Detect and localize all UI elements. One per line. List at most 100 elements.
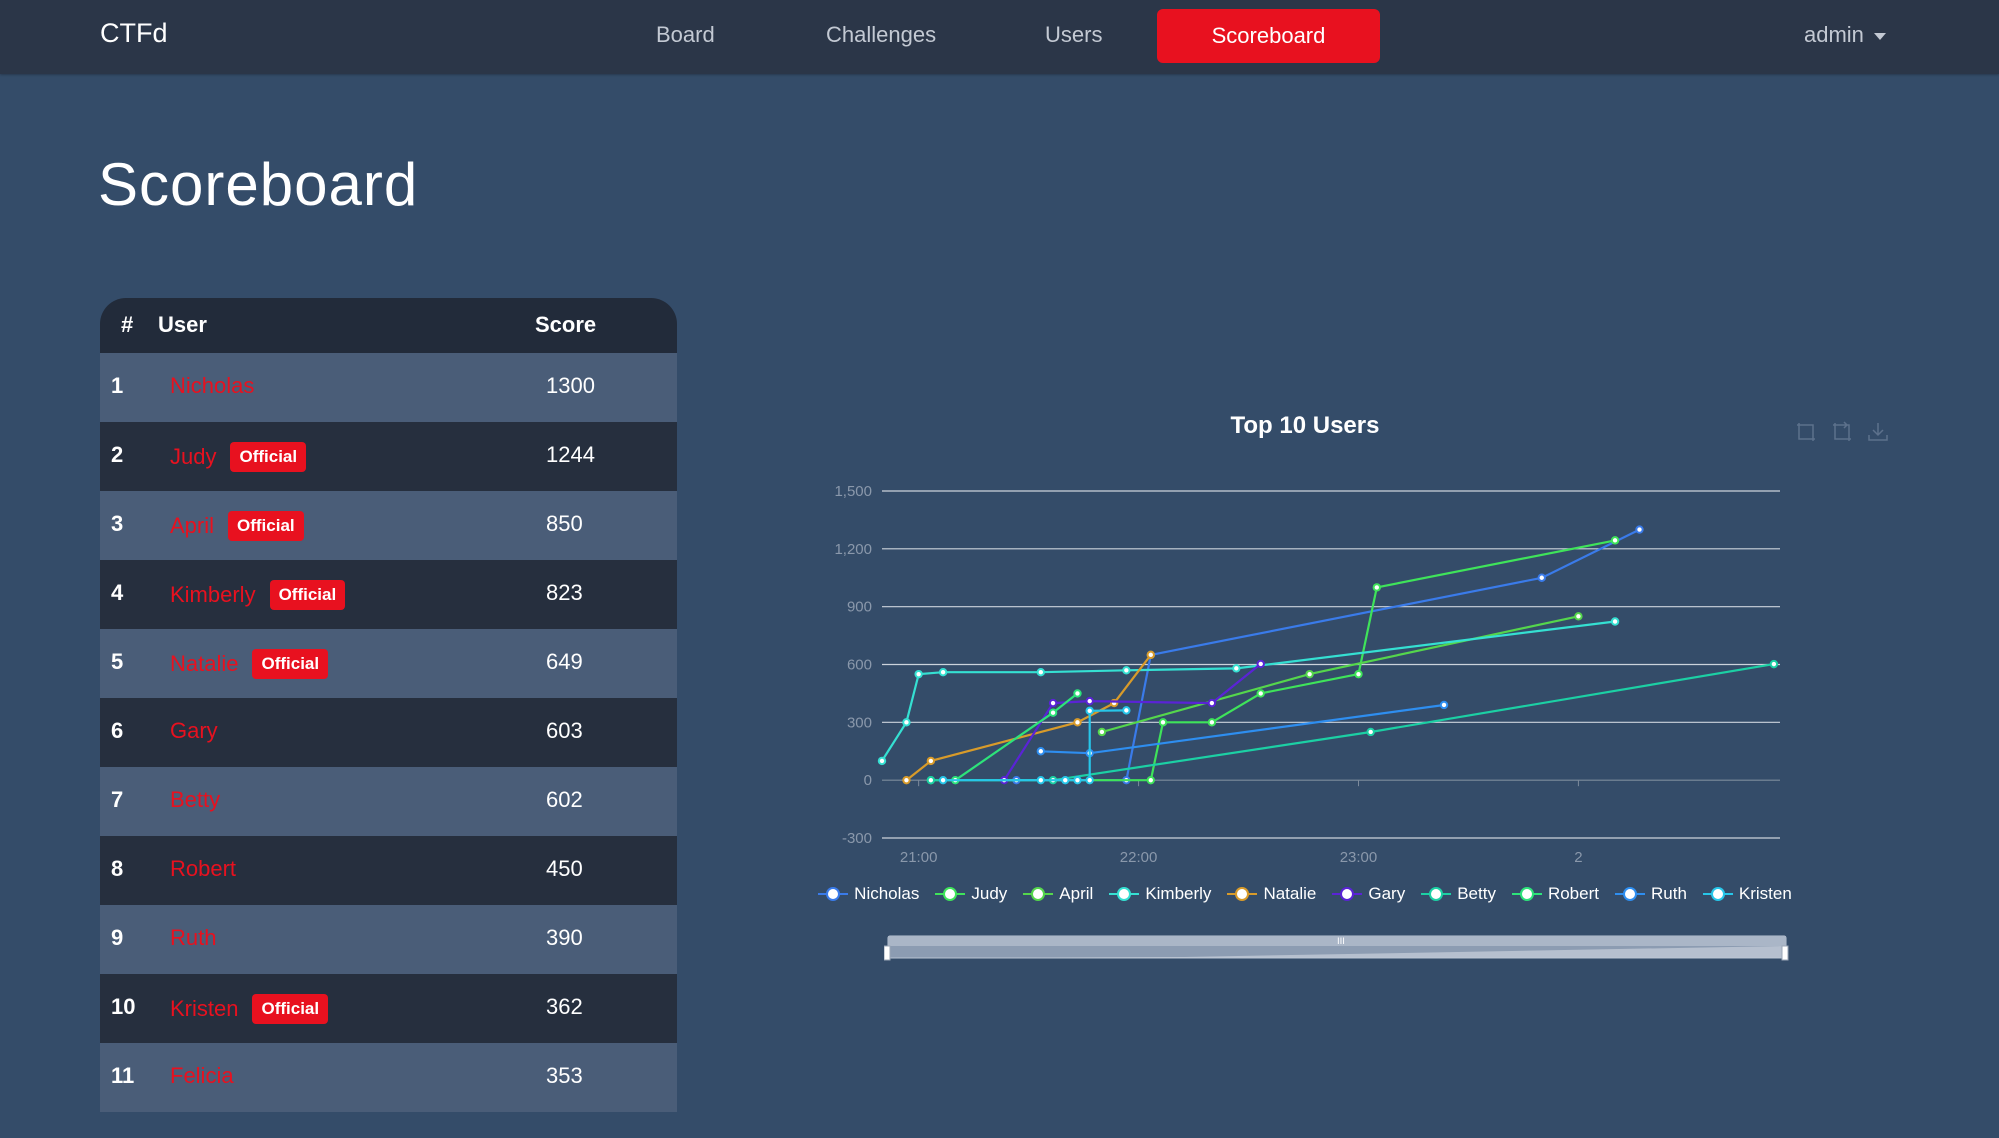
data-point xyxy=(914,669,923,679)
legend-item[interactable]: Kimberly xyxy=(1109,884,1211,904)
header-score: Score xyxy=(535,312,597,337)
data-point xyxy=(1085,775,1094,785)
data-point xyxy=(1073,689,1082,698)
data-point xyxy=(1366,727,1375,737)
slider-handle-left[interactable] xyxy=(884,945,891,961)
official-badge: Official xyxy=(252,994,329,1024)
data-point xyxy=(1207,718,1217,727)
legend-item[interactable]: Judy xyxy=(935,884,1007,904)
user-link[interactable]: Kimberly xyxy=(170,582,256,607)
official-badge: Official xyxy=(228,511,304,541)
data-point xyxy=(1048,698,1058,708)
data-point xyxy=(938,775,948,785)
table-header: # User Score xyxy=(100,298,677,353)
user-menu-label: admin xyxy=(1804,22,1864,47)
row-rank: 2 xyxy=(111,442,124,467)
table-row: 2 Judy Official 1244 xyxy=(100,422,677,491)
data-point xyxy=(1610,617,1620,626)
series-line xyxy=(954,692,1079,782)
row-user: April Official xyxy=(170,511,304,541)
navbar: CTFd Board Challenges Users Scoreboard a… xyxy=(0,0,1999,74)
data-point xyxy=(1537,573,1546,582)
row-rank: 11 xyxy=(111,1063,135,1088)
user-link[interactable]: Judy xyxy=(170,444,217,469)
nav-users[interactable]: Users xyxy=(1045,22,1103,47)
legend-label: Ruth xyxy=(1650,884,1687,903)
nav-scoreboard[interactable]: Scoreboard xyxy=(1157,9,1380,63)
svg-text:III: III xyxy=(1337,937,1345,947)
table-row: 1 Nicholas 1300 xyxy=(100,353,677,422)
data-point xyxy=(1085,696,1094,706)
user-link[interactable]: Robert xyxy=(170,856,237,881)
row-user: Felicia xyxy=(170,1063,234,1089)
data-point xyxy=(1439,700,1449,710)
row-rank: 1 xyxy=(111,373,124,398)
row-user: Ruth xyxy=(170,925,216,951)
row-user: Gary xyxy=(170,718,218,744)
data-point xyxy=(1372,583,1382,592)
user-link[interactable]: Kristen xyxy=(170,996,239,1021)
chart-plot-area: -300 0 300 600 900 1,200 1,500 21:00 22:00 23:00 2 xyxy=(834,483,1780,866)
legend-item[interactable]: Nicholas xyxy=(818,884,919,904)
user-link[interactable]: Felicia xyxy=(170,1063,234,1088)
data-point xyxy=(1256,689,1265,698)
row-rank: 10 xyxy=(111,994,136,1019)
legend-label: Natalie xyxy=(1263,884,1317,903)
table-row: 5 Natalie Official 649 xyxy=(100,629,677,698)
nav-challenges[interactable]: Challenges xyxy=(826,22,937,47)
user-link[interactable]: Natalie xyxy=(170,651,239,676)
user-link[interactable]: Betty xyxy=(170,787,221,812)
zoom-icon[interactable] xyxy=(1794,420,1818,444)
legend-item[interactable]: Natalie xyxy=(1227,884,1316,904)
data-point xyxy=(1122,666,1131,675)
data-point xyxy=(1073,718,1082,727)
x-tick-label: 23:00 xyxy=(1340,849,1378,866)
data-point xyxy=(1256,659,1265,669)
row-score: 450 xyxy=(546,856,583,881)
row-rank: 7 xyxy=(111,787,124,812)
row-score: 850 xyxy=(546,511,583,536)
y-tick-label: -300 xyxy=(842,830,872,847)
y-tick-label: 600 xyxy=(847,657,872,674)
official-badge: Official xyxy=(230,442,307,472)
row-score: 1300 xyxy=(546,373,595,398)
nav-board[interactable]: Board xyxy=(656,22,715,47)
legend-item[interactable]: Kristen xyxy=(1702,884,1792,904)
legend-item[interactable]: Betty xyxy=(1421,884,1496,904)
legend-label: Judy xyxy=(971,884,1008,903)
user-link[interactable]: April xyxy=(170,513,215,538)
official-badge: Official xyxy=(269,580,346,610)
table-row: 7 Betty 602 xyxy=(100,767,677,836)
data-point xyxy=(1097,727,1107,737)
data-point xyxy=(1146,775,1155,785)
data-point xyxy=(1305,669,1314,679)
brand-logo[interactable]: CTFd xyxy=(100,18,168,48)
slider-handle-right[interactable] xyxy=(1781,945,1789,961)
data-point xyxy=(938,668,948,677)
data-point xyxy=(926,775,936,785)
user-link[interactable]: Ruth xyxy=(170,925,217,950)
user-menu[interactable]: admin xyxy=(1804,22,1886,48)
zoom-reset-icon[interactable] xyxy=(1830,420,1854,444)
user-link[interactable]: Gary xyxy=(170,718,218,743)
score-chart: Top 10 Users -300 0 300 600 900 1,200 1,500 21:… xyxy=(780,400,1900,970)
chart-title: Top 10 Users xyxy=(1230,412,1380,439)
data-zoom-slider[interactable]: III xyxy=(884,932,1804,964)
header-user: User xyxy=(158,312,207,337)
row-rank: 6 xyxy=(111,718,124,743)
legend-item[interactable]: Gary xyxy=(1332,884,1405,904)
table-row: 3 April Official 850 xyxy=(100,491,677,560)
data-point xyxy=(926,756,936,766)
legend-label: Betty xyxy=(1457,884,1496,903)
legend-item[interactable]: April xyxy=(1023,884,1093,904)
user-link[interactable]: Nicholas xyxy=(170,373,255,398)
legend-item[interactable]: Robert xyxy=(1511,884,1599,904)
legend-label: Robert xyxy=(1547,884,1599,903)
row-user: Judy Official xyxy=(170,442,307,472)
official-badge: Official xyxy=(252,649,329,679)
row-score: 823 xyxy=(546,580,583,605)
page-title: Scoreboard xyxy=(98,151,419,218)
series-line xyxy=(930,539,1616,782)
download-icon[interactable] xyxy=(1866,420,1890,444)
legend-item[interactable]: Ruth xyxy=(1614,884,1687,904)
